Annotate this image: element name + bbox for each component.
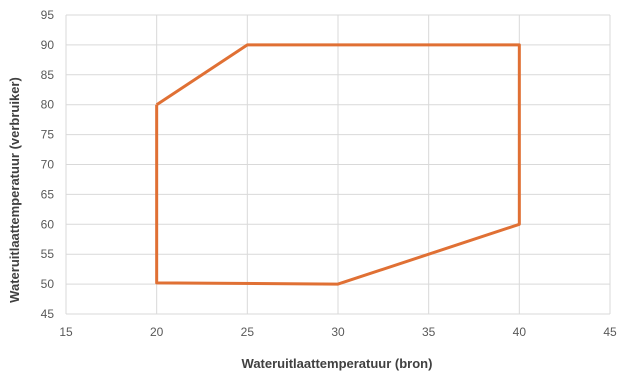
x-tick-label: 45 bbox=[603, 325, 617, 339]
y-axis-title: Wateruitlaattemperatuur (verbruiker) bbox=[7, 77, 22, 303]
x-tick-label: 30 bbox=[331, 325, 345, 339]
y-tick-label: 90 bbox=[41, 38, 55, 52]
y-tick-label: 45 bbox=[41, 307, 55, 321]
y-tick-label: 65 bbox=[41, 187, 55, 201]
y-tick-label: 60 bbox=[41, 217, 55, 231]
y-tick-label: 85 bbox=[41, 68, 55, 82]
gridlines bbox=[65, 14, 611, 315]
y-tick-label: 50 bbox=[41, 277, 55, 291]
y-tick-label: 80 bbox=[41, 98, 55, 112]
series-group bbox=[155, 43, 521, 286]
y-tick-label: 95 bbox=[41, 8, 55, 22]
series-line bbox=[155, 43, 521, 286]
x-tick-label: 25 bbox=[241, 325, 255, 339]
x-tick-label: 40 bbox=[513, 325, 527, 339]
y-tick-label: 55 bbox=[41, 247, 55, 261]
x-tick-label: 35 bbox=[422, 325, 436, 339]
y-tick-label: 70 bbox=[41, 158, 55, 172]
x-tick-label: 20 bbox=[150, 325, 164, 339]
x-axis-title: Wateruitlaattemperatuur (bron) bbox=[242, 356, 433, 371]
y-tick-label: 75 bbox=[41, 128, 55, 142]
x-tick-label: 15 bbox=[59, 325, 73, 339]
x-tick-labels: 15 20 25 30 35 40 45 bbox=[59, 325, 617, 339]
y-tick-labels: 45 50 55 60 65 70 75 80 85 90 95 bbox=[41, 8, 55, 321]
